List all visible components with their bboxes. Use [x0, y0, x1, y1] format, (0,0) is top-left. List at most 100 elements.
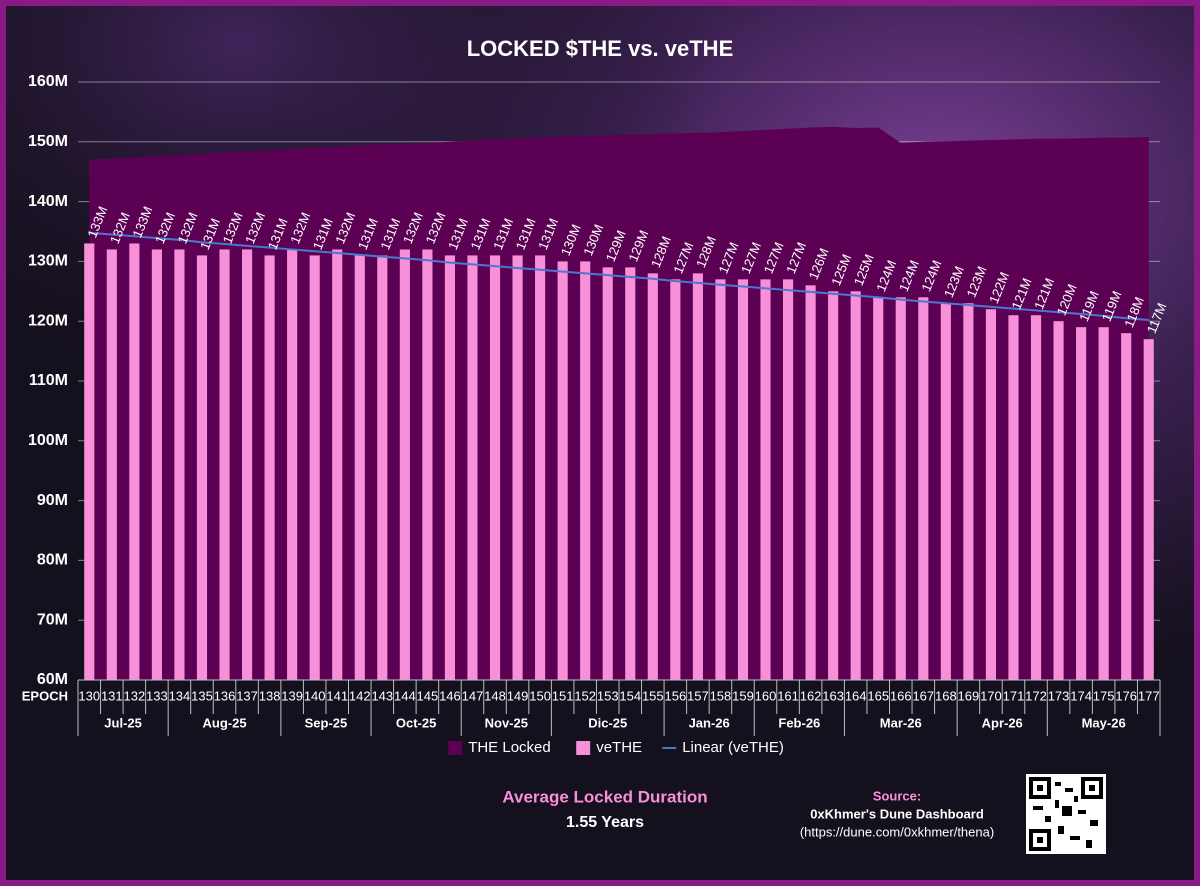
legend-swatch — [576, 741, 591, 755]
x-group-label: Feb-26 — [778, 715, 820, 730]
x-tick-label: 144 — [394, 688, 416, 703]
bar — [940, 303, 951, 680]
bar — [129, 243, 140, 680]
bar — [1121, 333, 1132, 680]
y-tick-label: 140M — [28, 193, 68, 210]
x-tick-label: 134 — [169, 688, 191, 703]
x-tick-label: 167 — [912, 688, 934, 703]
x-tick-label: 162 — [800, 688, 822, 703]
x-tick-label: 140 — [304, 688, 326, 703]
x-group-label: Dic-25 — [588, 715, 627, 730]
x-tick-label: 149 — [507, 688, 529, 703]
bar — [151, 249, 162, 680]
bar — [196, 255, 208, 681]
bar — [760, 279, 771, 680]
area — [89, 126, 1149, 681]
bar — [873, 297, 884, 680]
x-tick-label: 161 — [777, 688, 799, 703]
x-tick-label: 138 — [259, 688, 281, 703]
x-tick-label: 152 — [574, 688, 596, 703]
trend-line — [89, 231, 1149, 322]
x-tick-label: 171 — [1003, 688, 1025, 703]
x-tick-label: 139 — [281, 688, 303, 703]
bar — [782, 279, 794, 680]
bar — [670, 279, 681, 680]
bar — [1053, 321, 1064, 680]
bar — [467, 255, 478, 681]
bar — [287, 249, 298, 680]
bar — [985, 309, 997, 680]
duration-value: 1.55 Years — [566, 814, 644, 831]
x-group-label: Oct-25 — [396, 715, 436, 730]
source-url: (https://dune.com/0xkhmer/thena) — [800, 824, 994, 839]
x-tick-label: 151 — [552, 688, 574, 703]
bar — [850, 291, 861, 680]
source-title: Source: — [873, 788, 921, 803]
y-tick-label: 160M — [28, 73, 68, 90]
x-tick-label: 143 — [371, 688, 393, 703]
x-tick-label: 155 — [642, 688, 664, 703]
bar — [715, 279, 726, 680]
legend-label: veTHE — [596, 739, 642, 756]
x-tick-label: 168 — [935, 688, 957, 703]
x-tick-label: 148 — [484, 688, 506, 703]
bar — [1143, 339, 1154, 680]
x-tick-label: 135 — [191, 688, 213, 703]
x-group-label: Jul-25 — [104, 715, 142, 730]
x-group-label: May-26 — [1082, 715, 1126, 730]
x-tick-label: 173 — [1048, 688, 1070, 703]
bar — [174, 249, 185, 680]
x-group-label: Aug-25 — [202, 715, 246, 730]
x-tick-label: 137 — [236, 688, 258, 703]
bar — [580, 261, 591, 680]
bar — [895, 297, 906, 680]
bar — [84, 243, 95, 680]
bar — [241, 249, 253, 680]
x-tick-label: 164 — [845, 688, 867, 703]
bar — [963, 303, 974, 680]
x-tick-label: 159 — [732, 688, 754, 703]
bar — [332, 249, 343, 680]
y-tick-label: 110M — [29, 372, 68, 389]
y-tick-label: 100M — [28, 432, 68, 449]
x-tick-label: 133 — [146, 688, 168, 703]
bar — [354, 255, 365, 681]
x-tick-label: 174 — [1070, 688, 1092, 703]
bar — [399, 249, 410, 680]
bar — [1008, 315, 1019, 680]
bar — [625, 267, 636, 680]
chart-title: LOCKED $THE vs. veTHE — [467, 36, 734, 61]
bar — [805, 285, 816, 680]
bar — [219, 249, 230, 680]
legend-label: Linear (veTHE) — [682, 739, 784, 756]
bar — [309, 255, 320, 681]
bar — [602, 267, 613, 680]
y-tick-label: 150M — [28, 133, 68, 150]
y-tick-label: 120M — [28, 312, 68, 329]
bar — [828, 291, 839, 680]
x-tick-label: 142 — [349, 688, 371, 703]
x-tick-label: 160 — [755, 688, 777, 703]
x-tick-label: 170 — [980, 688, 1002, 703]
bar — [557, 261, 568, 680]
x-tick-label: 136 — [214, 688, 236, 703]
x-tick-label: 156 — [665, 688, 687, 703]
bar — [1076, 327, 1087, 680]
bar — [444, 255, 456, 681]
y-tick-label: 130M — [28, 253, 68, 270]
legend-swatch — [448, 741, 463, 755]
x-tick-label: 146 — [439, 688, 461, 703]
y-tick-label: 60M — [37, 671, 68, 688]
x-tick-label: 130 — [78, 688, 100, 703]
qr-code — [1026, 774, 1106, 854]
y-tick-label: 90M — [37, 492, 68, 509]
bar — [264, 255, 275, 681]
x-tick-label: 175 — [1093, 688, 1115, 703]
x-tick-label: 177 — [1138, 688, 1160, 703]
bar — [106, 249, 117, 680]
bar — [489, 255, 501, 681]
duration-title: Average Locked Duration — [502, 787, 707, 806]
x-tick-label: 166 — [890, 688, 912, 703]
